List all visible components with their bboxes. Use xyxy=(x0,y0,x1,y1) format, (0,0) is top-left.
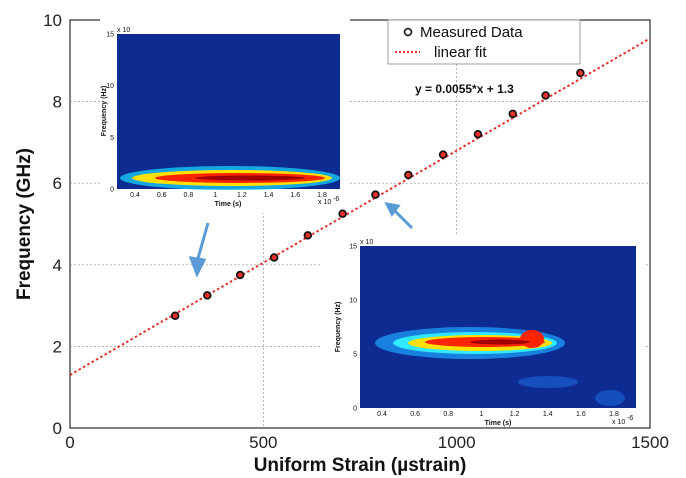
inset-1-image xyxy=(117,34,340,189)
data-point xyxy=(235,270,245,280)
inset-x-tick-label: 0.4 xyxy=(377,411,387,418)
y-axis-label: Frequency (GHz) xyxy=(14,148,35,300)
data-point xyxy=(508,109,517,119)
inset-spectrogram-1: x 10 x 10 -6 Time (s) Frequency (Hz) 0 5 1… xyxy=(100,18,350,213)
fit-equation: y = 0.0055*x + 1.3 xyxy=(415,82,514,96)
inset-1-y-exponent: x 10 xyxy=(117,27,130,34)
inset-1-xlabel: Time (s) xyxy=(215,201,242,208)
inset-x-tick-label: 1.6 xyxy=(290,192,300,199)
y-tick-label: 2 xyxy=(53,337,62,356)
inset-x-tick-label: 1.8 xyxy=(609,411,619,418)
inset-x-tick-label: 1.4 xyxy=(264,192,274,199)
legend-marker-measured xyxy=(403,27,413,37)
legend-label-fit: linear fit xyxy=(434,44,487,61)
legend-label-measured: Measured Data xyxy=(420,24,523,41)
inset-x-tick-label: 0.8 xyxy=(443,411,453,418)
measured-data-points xyxy=(170,68,585,321)
inset-2-image xyxy=(360,246,636,408)
x-tick-label: 0 xyxy=(65,433,74,452)
x-tick-label: 1500 xyxy=(631,433,669,452)
arrow-inset-2 xyxy=(392,208,414,230)
inset-x-tick-label: 1.6 xyxy=(576,411,586,418)
inset-1-x-exponent: x 10 xyxy=(318,199,331,206)
fit-line-segment xyxy=(69,37,651,376)
inset-spectrogram-2: x 10 x 10 -6 Time (s) Frequency (Hz) 0 5 1… xyxy=(322,236,644,427)
inset-2-y-exponent: x 10 xyxy=(360,239,373,246)
inset-y-tick-label: 15 xyxy=(106,32,114,39)
inset-y-tick-label: 5 xyxy=(353,352,357,359)
y-tick-label: 6 xyxy=(53,174,62,193)
inset-x-tick-label: 1.4 xyxy=(543,411,553,418)
inset-y-tick-label: 5 xyxy=(110,135,114,142)
y-tick-label: 4 xyxy=(53,256,62,275)
data-point xyxy=(338,209,347,219)
inset-y-tick-label: 15 xyxy=(349,244,357,251)
inset-x-tick-label: 0.4 xyxy=(130,192,140,199)
data-point xyxy=(404,170,413,180)
data-point xyxy=(576,68,585,78)
inset-y-tick-label: 0 xyxy=(110,187,114,194)
inset-x-tick-label: 1 xyxy=(213,192,217,199)
inset-x-tick-label: 0.6 xyxy=(410,411,420,418)
x-tick-label: 500 xyxy=(249,433,277,452)
data-point xyxy=(303,231,313,240)
inset-2-ylabel: Frequency (Hz) xyxy=(335,302,342,353)
data-point xyxy=(473,129,483,139)
arrow-inset-1 xyxy=(195,222,210,263)
inset-2-ticks: 0 5 10 15 0.4 0.6 0.8 1 1.2 1.4 1.6 1.8 xyxy=(349,244,619,419)
inset-x-tick-label: 1.2 xyxy=(510,411,520,418)
inset-x-tick-label: 1 xyxy=(479,411,483,418)
inset-1-ylabel: Frequency (Hz) xyxy=(101,86,108,137)
inset-1-ticks: 0 5 10 15 0.4 0.6 0.8 1 1.2 1.4 1.6 1.8 xyxy=(106,32,327,200)
legend-box xyxy=(387,19,581,65)
inset-y-tick-label: 0 xyxy=(353,406,357,413)
inset-2-xlabel: Time (s) xyxy=(485,420,512,427)
inset-arrows xyxy=(188,201,414,278)
data-point xyxy=(371,190,380,199)
y-tick-label: 8 xyxy=(53,93,62,112)
data-point xyxy=(170,311,180,321)
legend: Measured Data linear fit xyxy=(387,19,581,65)
inset-y-tick-label: 10 xyxy=(349,298,357,305)
data-point xyxy=(438,150,448,159)
inset-x-tick-label: 1.2 xyxy=(237,192,247,199)
inset-y-tick-label: 10 xyxy=(106,83,114,90)
y-tick-label: 0 xyxy=(53,419,62,438)
data-point xyxy=(203,291,212,300)
data-point xyxy=(541,91,550,100)
inset-x-tick-label: 1.8 xyxy=(317,192,327,199)
linear-fit-line xyxy=(69,37,651,376)
y-tick-label: 10 xyxy=(43,11,62,30)
x-tick-label: 1000 xyxy=(438,433,476,452)
inset-1-x-exponent-power: -6 xyxy=(333,196,339,203)
data-point xyxy=(269,253,279,262)
inset-2-x-exponent-power: -6 xyxy=(627,415,633,422)
inset-2-x-exponent: x 10 xyxy=(612,419,625,426)
inset-x-tick-label: 0.8 xyxy=(184,192,194,199)
inset-x-tick-label: 0.6 xyxy=(157,192,167,199)
x-axis-label: Uniform Strain (µstrain) xyxy=(254,455,467,476)
